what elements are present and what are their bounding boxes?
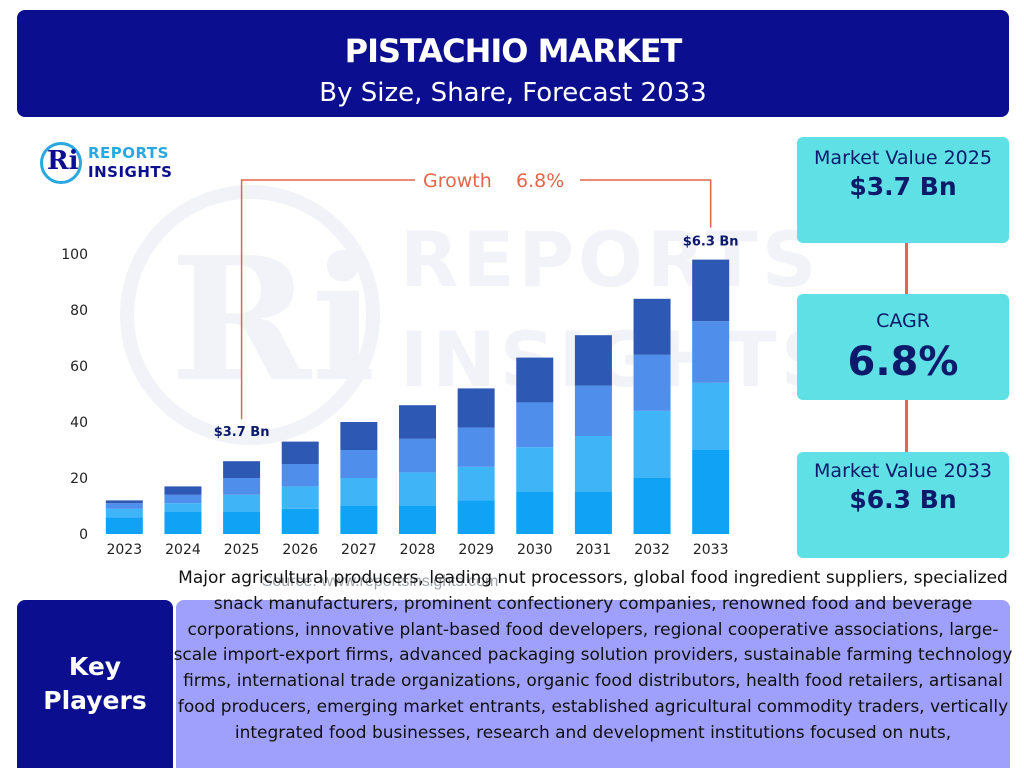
bar-segment — [223, 511, 261, 534]
bar-segment — [223, 461, 261, 478]
bar-segment — [340, 450, 378, 478]
key-players-text: Major agricultural producers, leading nu… — [173, 568, 1013, 743]
bar-segment — [223, 494, 261, 512]
bar-segment — [633, 478, 671, 534]
bar-segment — [223, 478, 261, 495]
x-tick-label: 2032 — [634, 542, 670, 558]
end-value-label: $6.3 Bn — [683, 235, 739, 250]
x-tick-label: 2025 — [224, 542, 260, 558]
start-value-label: $3.7 Bn — [214, 425, 270, 440]
page-title: PISTACHIO MARKET — [344, 32, 683, 70]
bar-segment — [164, 486, 202, 495]
bar-segment — [457, 500, 495, 534]
bar-segment — [516, 447, 554, 492]
market-value-2033-box: Market Value 2033 $6.3 Bn — [797, 452, 1009, 558]
y-tick-label: 100 — [61, 247, 88, 263]
bar-segment — [633, 354, 671, 411]
market-value-2033-value: $6.3 Bn — [849, 485, 957, 514]
bar-segment — [692, 321, 730, 383]
x-tick-label: 2029 — [458, 542, 494, 558]
growth-line-right — [580, 179, 712, 228]
key-players-label-line2: Players — [43, 686, 147, 715]
growth-value: 6.8% — [516, 170, 564, 192]
growth-label: Growth — [423, 170, 492, 192]
source-text: Source: www.reportsinsights.com — [262, 573, 499, 590]
bar-segment — [105, 517, 143, 534]
bar-segment — [574, 492, 612, 534]
bar-segment — [281, 441, 319, 464]
bar-segment — [105, 508, 143, 518]
key-players-label-line1: Key — [68, 652, 122, 681]
y-tick-label: 0 — [79, 527, 88, 543]
x-tick-label: 2030 — [517, 542, 553, 558]
bar-segment — [516, 492, 554, 534]
connector-line-bottom — [905, 400, 908, 452]
bar-segment — [105, 503, 143, 509]
bar-segment — [457, 427, 495, 467]
bar-segment — [399, 506, 436, 534]
bar-segment — [105, 500, 143, 504]
x-tick-label: 2026 — [282, 542, 318, 558]
bar-segment — [692, 259, 730, 322]
x-tick-label: 2028 — [400, 542, 436, 558]
bar-segment — [340, 478, 378, 506]
bar-segment — [457, 466, 495, 501]
bar-segment — [457, 388, 495, 428]
x-tick-label: 2023 — [106, 542, 142, 558]
market-value-2025-value: $3.7 Bn — [849, 172, 957, 201]
logo-ring-icon — [40, 142, 82, 184]
key-players-label: Key Players — [17, 600, 173, 768]
bar-segment — [281, 486, 319, 509]
bar-segment — [692, 382, 730, 450]
x-tick-label: 2027 — [341, 542, 377, 558]
cagr-value: 6.8% — [847, 339, 959, 385]
bar-segment — [399, 472, 436, 506]
bar-segment — [164, 511, 202, 534]
x-tick-label: 2033 — [693, 542, 729, 558]
bar-segment — [516, 402, 554, 448]
bar-segment — [164, 494, 202, 504]
y-tick-label: 80 — [70, 303, 88, 319]
growth-line-left — [240, 179, 415, 420]
bar-segment — [340, 506, 378, 534]
page-subtitle: By Size, Share, Forecast 2033 — [319, 78, 707, 108]
market-value-2025-box: Market Value 2025 $3.7 Bn — [797, 137, 1009, 243]
bar-segment — [574, 436, 612, 492]
x-tick-label: 2024 — [165, 542, 201, 558]
key-players-panel — [176, 600, 1010, 768]
connector-line-top — [905, 243, 908, 294]
y-tick-label: 40 — [70, 415, 88, 431]
y-tick-label: 20 — [70, 471, 88, 487]
bar-segment — [164, 503, 202, 512]
bar-segment — [633, 298, 671, 355]
logo-word-insights: INSIGHTS — [88, 163, 173, 181]
bar-segment — [340, 422, 378, 450]
logo-word-reports: REPORTS — [88, 144, 169, 162]
market-value-2025-label: Market Value 2025 — [814, 147, 992, 169]
bar-segment — [692, 450, 730, 534]
logo-mark: Ri — [47, 146, 79, 176]
bar-segment — [516, 357, 554, 403]
reports-insights-logo: Ri REPORTS INSIGHTS — [40, 142, 180, 184]
bar-segment — [399, 405, 436, 439]
y-tick-label: 60 — [70, 359, 88, 375]
bar-segment — [281, 508, 319, 534]
cagr-label: CAGR — [876, 310, 930, 332]
bar-segment — [399, 438, 436, 473]
bar-segment — [633, 410, 671, 478]
market-value-2033-label: Market Value 2033 — [814, 460, 992, 482]
cagr-box: CAGR 6.8% — [797, 294, 1009, 400]
header-banner: PISTACHIO MARKET By Size, Share, Forecas… — [17, 10, 1009, 117]
bar-segment — [281, 464, 319, 487]
bar-segment — [574, 385, 612, 436]
x-tick-label: 2031 — [576, 542, 612, 558]
bar-segment — [574, 335, 612, 386]
